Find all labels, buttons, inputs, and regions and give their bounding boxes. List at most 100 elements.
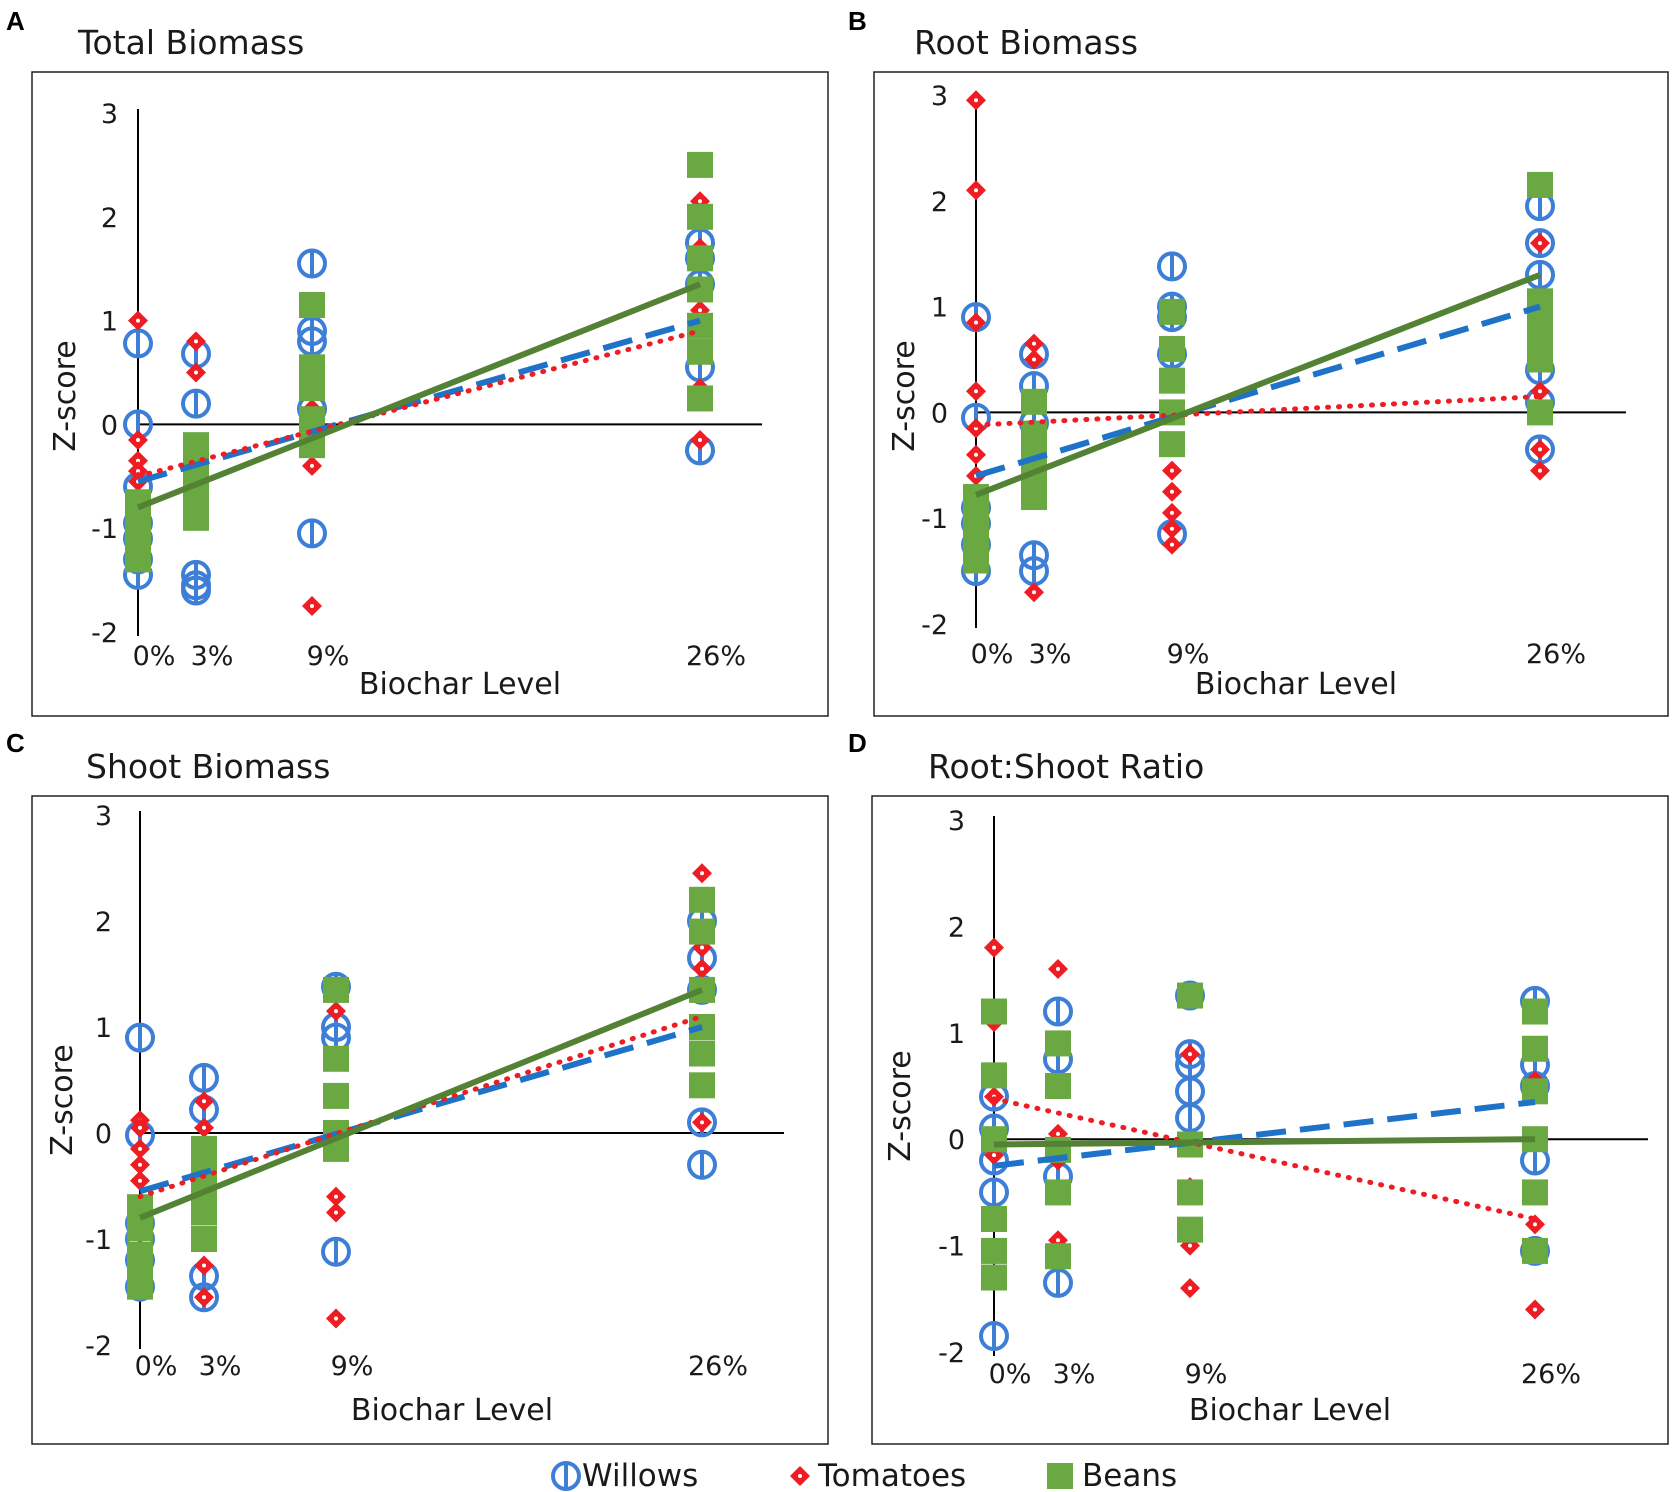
tomatoes-point: [326, 1202, 346, 1223]
willow-trendline: [137, 317, 701, 485]
legend-label: Tomatoes: [817, 1458, 966, 1492]
tomatoes-point: [1525, 1214, 1545, 1235]
tomatoes-point: [1024, 349, 1044, 370]
plot-frame: [31, 795, 829, 1445]
tomatoes-point: [128, 310, 148, 331]
willow-trendline: [993, 1098, 1536, 1169]
willows-point: [1157, 251, 1187, 282]
beans-point: [1045, 1179, 1071, 1206]
tomatoes-point: [130, 1117, 150, 1138]
willows-point: [189, 1062, 219, 1093]
willows-point: [321, 1236, 351, 1267]
x-tick-label: 3%: [191, 641, 234, 672]
tomatoes-point: [1525, 1299, 1545, 1320]
y-axis-label: Z-score: [48, 340, 83, 451]
beans-point: [687, 203, 713, 230]
y-tick-labels: -2 -1 0 1 2 3: [938, 806, 965, 1369]
data-points: [125, 863, 717, 1329]
tomato-trendline: [135, 328, 703, 479]
x-axis-label: Biochar Level: [351, 1393, 553, 1428]
x-tick-labels: 0% 3% 9% 26%: [133, 641, 746, 672]
x-tick-label: 9%: [331, 1351, 374, 1382]
tomatoes-point: [966, 418, 986, 439]
tomato-trendline: [991, 1096, 1538, 1222]
y-tick-labels: -2 -1 0 1 2 3: [921, 81, 948, 641]
beans-point: [981, 1126, 1007, 1153]
beans-point: [1522, 1035, 1548, 1062]
y-tick-label: 1: [948, 1019, 965, 1050]
beans-point: [1045, 1073, 1071, 1099]
plot-frame: [873, 71, 1669, 717]
legend-label: Willows: [582, 1458, 698, 1492]
beans-point: [1159, 335, 1185, 362]
tomatoes-point: [966, 90, 986, 111]
tomatoes-point: [692, 958, 712, 979]
tomatoes-point: [1530, 460, 1550, 481]
tomatoes-point: [1530, 233, 1550, 254]
beans-point: [687, 151, 713, 178]
beans-point: [125, 546, 151, 573]
tomatoes-point: [130, 1138, 150, 1159]
beans-point: [1177, 982, 1203, 1009]
tomatoes-point: [194, 1287, 214, 1308]
tomatoes-point: [1162, 502, 1182, 523]
x-tick-label: 3%: [1029, 639, 1072, 670]
panel-title: Root Biomass: [914, 23, 1138, 62]
panel-title: Shoot Biomass: [86, 747, 330, 786]
beans-point: [1159, 367, 1185, 394]
beans-point: [1159, 298, 1185, 325]
y-tick-label: -2: [91, 618, 118, 649]
tomatoes-point: [692, 1112, 712, 1133]
bean-trendline: [993, 1136, 1536, 1148]
x-axis-label: Biochar Level: [1195, 667, 1397, 702]
beans-point: [981, 1206, 1007, 1232]
beans-point: [1045, 1243, 1071, 1270]
panel-letter: C: [6, 728, 25, 758]
tomatoes-point: [326, 1001, 346, 1022]
tomatoes-point: [1024, 333, 1044, 354]
trendlines: [137, 987, 705, 1221]
x-tick-label: 9%: [307, 641, 350, 672]
y-tick-label: -1: [85, 1225, 112, 1256]
beans-point: [1021, 388, 1047, 415]
beans-point: [1177, 1216, 1203, 1243]
beans-point: [981, 1264, 1007, 1291]
y-tick-label: -2: [85, 1331, 112, 1362]
x-tick-label: 9%: [1167, 639, 1210, 670]
willows-point: [125, 1022, 155, 1053]
tomatoes-point: [194, 1255, 214, 1276]
willows-point: [1175, 1076, 1205, 1107]
beans-point: [689, 886, 715, 913]
diamond-icon: [790, 1466, 810, 1486]
y-tick-label: -1: [938, 1232, 965, 1263]
beans-point: [323, 976, 349, 1003]
tomatoes-point: [326, 1186, 346, 1207]
panel-a: A Total Biomass -2 -1 0 1 2 3 0% 3% 9% 26% Bioch…: [6, 6, 829, 717]
tomatoes-point: [1162, 481, 1182, 502]
tomatoes-point: [966, 312, 986, 333]
legend: Willows Tomatoes Beans: [551, 1458, 1177, 1492]
y-tick-labels: -2 -1 0 1 2 3: [91, 99, 118, 649]
x-tick-label: 0%: [989, 1359, 1032, 1390]
y-tick-label: -1: [921, 504, 948, 535]
tomato-trendline: [973, 394, 1543, 428]
y-tick-label: 1: [931, 293, 948, 324]
panel-b: B Root Biomass -2 -1 0 1 2 3 0% 3% 9% 26% Biocha…: [848, 6, 1669, 717]
tomatoes-point: [1180, 1278, 1200, 1299]
bean-trendline: [136, 281, 702, 511]
beans-point: [1177, 1179, 1203, 1206]
tomatoes-point: [186, 331, 206, 352]
willows-point: [1019, 556, 1049, 587]
willows-point: [297, 518, 327, 549]
y-tick-label: 1: [101, 307, 118, 338]
panel-title: Total Biomass: [77, 23, 304, 62]
x-tick-label: 0%: [133, 641, 176, 672]
beans-point: [299, 375, 325, 402]
beans-point: [183, 504, 209, 531]
tomatoes-point: [966, 180, 986, 201]
x-tick-label: 3%: [1053, 1359, 1096, 1390]
x-tick-label: 26%: [688, 1351, 748, 1382]
y-tick-label: 3: [931, 81, 948, 112]
tomatoes-point: [1162, 534, 1182, 555]
